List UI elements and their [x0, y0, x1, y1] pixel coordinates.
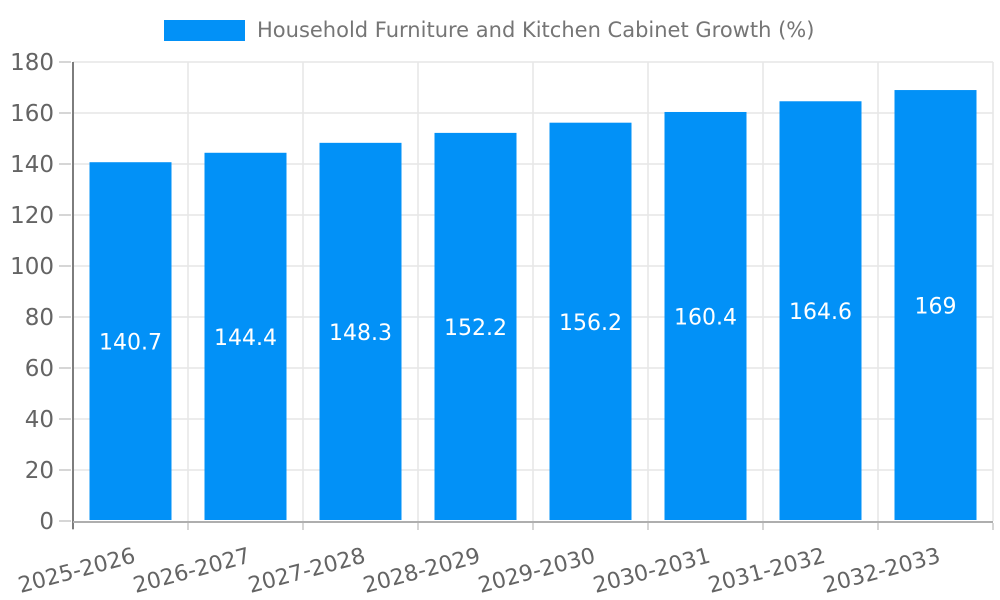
bar-value-label: 156.2 [559, 311, 622, 336]
bar-value-label: 144.4 [214, 326, 277, 351]
x-axis-category-label: 2027-2028 [246, 544, 368, 599]
x-axis-category-label: 2030-2031 [591, 544, 713, 599]
bar[interactable] [894, 90, 977, 521]
bar[interactable] [549, 122, 632, 520]
legend-swatch [164, 19, 245, 41]
y-axis-tick-label: 180 [10, 50, 54, 76]
bar[interactable] [664, 111, 747, 520]
bar-value-label: 169 [915, 295, 957, 320]
y-axis-tick-label: 140 [10, 152, 54, 178]
bar[interactable] [204, 152, 287, 520]
y-axis-tick-label: 100 [10, 254, 54, 280]
x-axis-category-label: 2029-2030 [476, 544, 598, 599]
legend: Household Furniture and Kitchen Cabinet … [164, 18, 815, 42]
y-axis-tick-label: 120 [10, 203, 54, 229]
y-axis-tick-label: 80 [25, 305, 54, 331]
bar-value-label: 152.2 [444, 316, 507, 341]
y-axis-tick-label: 0 [39, 509, 54, 535]
bar-value-label: 164.6 [789, 300, 852, 325]
x-axis-category-label: 2028-2029 [361, 544, 483, 599]
x-axis-category-label: 2026-2027 [131, 544, 253, 599]
bar[interactable] [779, 101, 862, 521]
x-axis-category-label: 2032-2033 [821, 544, 943, 599]
bar-value-label: 160.4 [674, 305, 737, 330]
bar[interactable] [319, 142, 402, 520]
bar[interactable] [434, 132, 517, 520]
bar-value-label: 148.3 [329, 321, 392, 346]
bar[interactable] [89, 162, 172, 520]
y-axis-tick-label: 40 [25, 407, 54, 433]
x-axis-category-label: 2025-2026 [16, 544, 138, 599]
x-axis-category-label: 2031-2032 [706, 544, 828, 599]
y-axis-tick-label: 60 [25, 356, 54, 382]
y-axis-tick-label: 20 [25, 458, 54, 484]
legend-label: Household Furniture and Kitchen Cabinet … [257, 18, 815, 42]
bar-value-label: 140.7 [99, 331, 162, 356]
y-axis-tick-label: 160 [10, 101, 54, 127]
